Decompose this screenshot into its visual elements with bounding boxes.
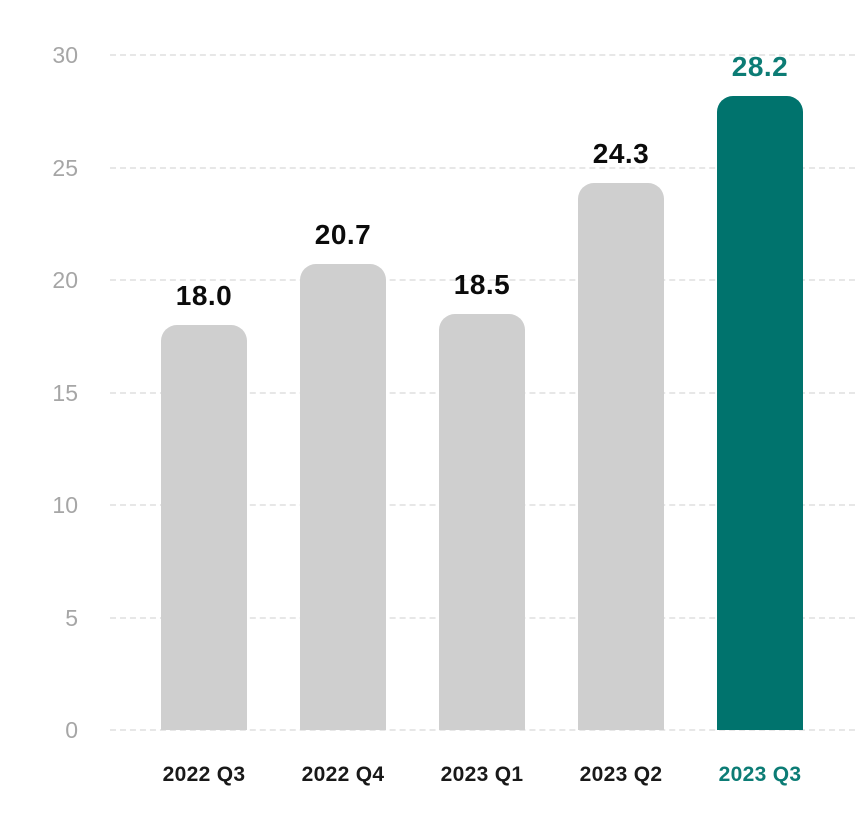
y-tick-label: 30 bbox=[52, 42, 78, 68]
gridline bbox=[110, 54, 855, 56]
y-tick-label: 20 bbox=[52, 267, 78, 293]
bar-2022-q4 bbox=[300, 264, 386, 730]
bar-value-label: 28.2 bbox=[731, 50, 789, 82]
bar-2023-q2 bbox=[578, 183, 664, 730]
y-tick-label: 5 bbox=[65, 604, 78, 631]
y-tick-label: 25 bbox=[52, 154, 78, 181]
gridline bbox=[110, 729, 855, 731]
bar-2022-q3 bbox=[161, 325, 247, 730]
x-tick-label: 2022 Q4 bbox=[301, 763, 385, 786]
y-tick-label: 10 bbox=[52, 492, 78, 518]
x-tick-label: 2023 Q3 bbox=[718, 763, 802, 786]
bar-2023-q1 bbox=[439, 313, 525, 730]
bar-value-label: 20.7 bbox=[314, 219, 372, 251]
bar-value-label: 24.3 bbox=[592, 138, 650, 170]
x-tick-label: 2023 Q1 bbox=[440, 763, 524, 786]
bar-2023-q3 bbox=[717, 95, 803, 730]
gridline bbox=[110, 279, 855, 281]
gridline bbox=[110, 166, 855, 169]
bar-value-label: 18.5 bbox=[453, 268, 511, 300]
x-tick-label: 2022 Q3 bbox=[162, 763, 246, 786]
x-tick-label: 2023 Q2 bbox=[579, 763, 663, 786]
y-tick-label: 0 bbox=[65, 717, 78, 743]
bar-value-label: 18.0 bbox=[175, 280, 233, 311]
y-tick-label: 15 bbox=[52, 379, 78, 406]
